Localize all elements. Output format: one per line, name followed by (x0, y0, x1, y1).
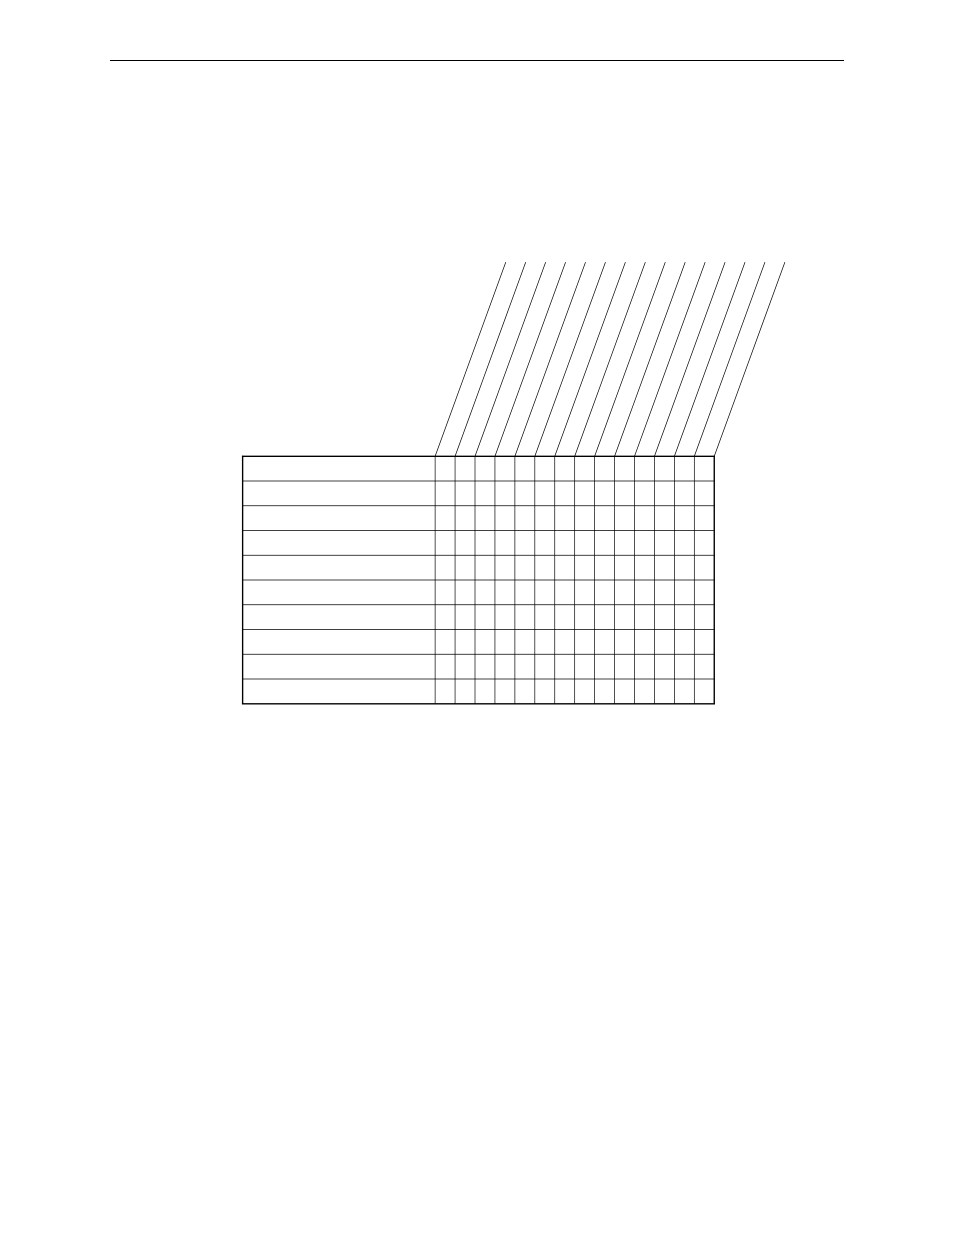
page (0, 0, 954, 1235)
matrix-table (110, 250, 794, 900)
matrix-svg (110, 250, 950, 910)
top-horizontal-rule (110, 60, 844, 61)
